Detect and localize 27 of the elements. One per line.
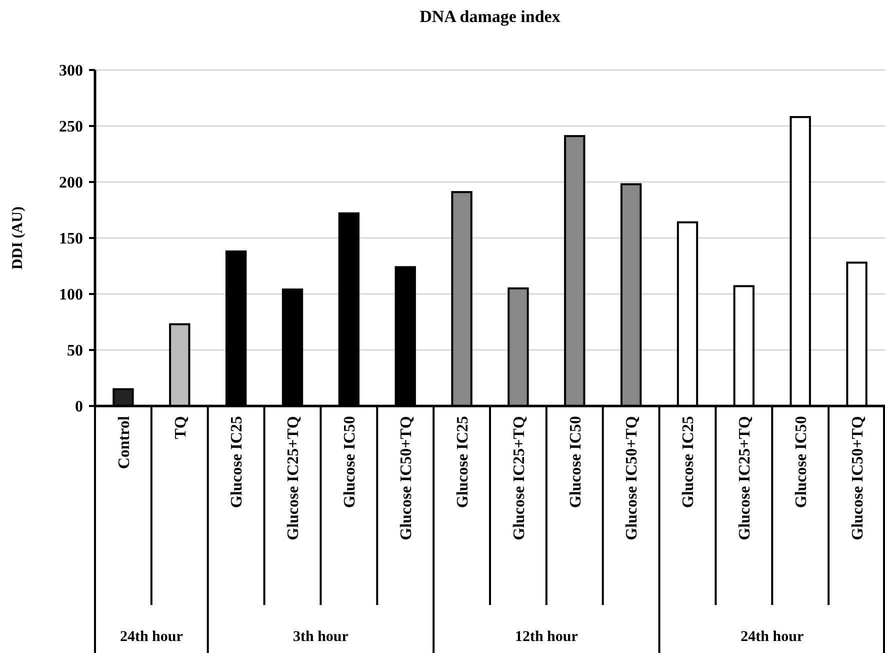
text: 24th hour [120, 629, 184, 645]
x-tick-label: Glucose IC25 [454, 416, 472, 508]
y-axis-title: DDI (AU) [10, 206, 26, 270]
x-tick-label: Glucose IC50+TQ [624, 416, 641, 540]
text: 12th hour [514, 629, 578, 645]
y-tick-label: 200 [59, 174, 83, 192]
x-tick-label: Glucose IC50 [792, 416, 810, 508]
x-tick-label: Control [116, 415, 133, 470]
y-tick-label: 50 [67, 342, 83, 360]
x-tick-label: TQ [172, 416, 190, 440]
x-tick-label: Glucose IC25 [228, 416, 246, 508]
y-tick-label: 0 [75, 398, 83, 416]
y-tick-label: 300 [59, 62, 83, 80]
y-tick-label: 100 [59, 286, 83, 304]
x-tick-label: Glucose IC25+TQ [510, 416, 528, 540]
y-tick-label: 250 [59, 118, 83, 136]
chart-title: DNA damage index [420, 7, 561, 26]
x-tick-label: Glucose IC50+TQ [398, 416, 415, 540]
x-tick-label: Glucose IC50+TQ [849, 416, 866, 540]
x-tick-label: Glucose IC25 [680, 416, 698, 508]
x-tick-label: Glucose IC25+TQ [736, 416, 754, 540]
x-tick-label: Glucose IC25+TQ [285, 416, 302, 540]
text: 3th hour [292, 629, 349, 645]
text: 24th hour [740, 629, 804, 645]
x-tick-label: Glucose IC50 [342, 416, 359, 508]
y-tick-label: 150 [59, 230, 83, 248]
x-tick-label: Glucose IC50 [567, 416, 584, 508]
